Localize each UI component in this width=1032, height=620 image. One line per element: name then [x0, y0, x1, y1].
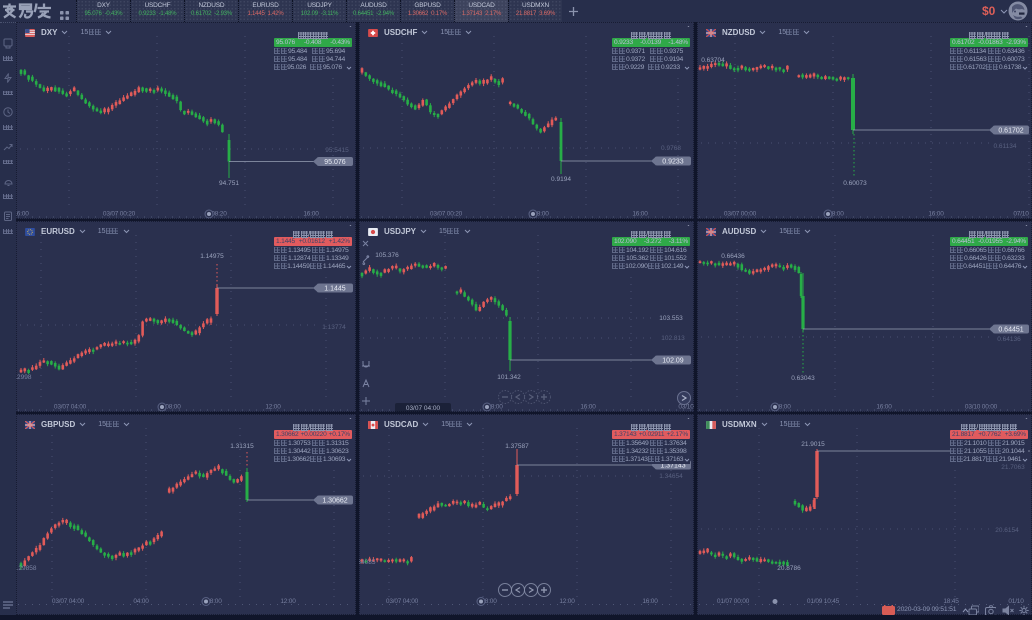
- svg-text:1.30662: 1.30662: [322, 498, 347, 505]
- svg-text:21.9015: 21.9015: [801, 441, 825, 448]
- svg-text:0.61702: 0.61702: [998, 128, 1023, 135]
- svg-text:0.64451: 0.64451: [998, 327, 1023, 334]
- svg-text:0.61134: 0.61134: [993, 143, 1016, 150]
- svg-text:21.7063: 21.7063: [1001, 464, 1025, 471]
- svg-text:16:00: 16:00: [876, 404, 892, 411]
- svg-text:95.076: 95.076: [324, 159, 346, 166]
- svg-text:20.6154: 20.6154: [995, 527, 1019, 534]
- svg-text:03/07 04:00: 03/07 04:00: [386, 598, 419, 605]
- svg-text:04:00: 04:00: [133, 598, 149, 605]
- svg-text:01/10: 01/10: [1008, 598, 1024, 605]
- svg-text:1.1445: 1.1445: [324, 286, 346, 293]
- svg-text:0.9768: 0.9768: [661, 145, 681, 152]
- svg-text:1.34085: 1.34085: [359, 559, 376, 566]
- svg-text:16:00: 16:00: [16, 211, 29, 218]
- svg-text:03/10: 03/10: [678, 404, 694, 411]
- svg-text:1.14975: 1.14975: [200, 253, 224, 260]
- svg-text:08:00: 08:00: [828, 211, 844, 218]
- svg-text:03/07 04:00: 03/07 04:00: [406, 405, 441, 412]
- svg-text:08:00: 08:00: [481, 598, 497, 605]
- svg-text:07/10: 07/10: [1013, 211, 1029, 218]
- svg-text:03/07 00:00: 03/07 00:00: [724, 211, 757, 218]
- svg-text:105.376: 105.376: [375, 252, 399, 259]
- svg-text:03/10 00:00: 03/10 00:00: [965, 404, 998, 411]
- svg-text:0.66436: 0.66436: [721, 253, 745, 260]
- svg-text:0.60073: 0.60073: [843, 180, 867, 187]
- svg-text:01/07 00:00: 01/07 00:00: [717, 598, 750, 605]
- svg-text:08:00: 08:00: [775, 404, 791, 411]
- svg-text:08:00: 08:00: [487, 404, 503, 411]
- svg-text:0.63704: 0.63704: [701, 57, 725, 64]
- svg-text:16:00: 16:00: [632, 211, 648, 218]
- svg-text:12:00: 12:00: [559, 598, 575, 605]
- svg-text:0.63043: 0.63043: [791, 375, 815, 382]
- svg-text:03/07 04:00: 03/07 04:00: [54, 404, 87, 411]
- svg-text:16:00: 16:00: [303, 211, 319, 218]
- svg-text:102.09: 102.09: [662, 358, 684, 365]
- svg-text:16:00: 16:00: [928, 211, 944, 218]
- svg-text:1.12998: 1.12998: [16, 374, 32, 381]
- svg-text:20.8786: 20.8786: [777, 565, 801, 572]
- svg-text:1.13774: 1.13774: [322, 324, 346, 331]
- svg-text:95.5415: 95.5415: [325, 147, 349, 154]
- svg-text:03/07 00:20: 03/07 00:20: [103, 211, 136, 218]
- svg-text:16:00: 16:00: [580, 404, 596, 411]
- svg-text:18:45: 18:45: [943, 598, 959, 605]
- svg-text:03/07 00:20: 03/07 00:20: [430, 211, 463, 218]
- svg-text:0.9233: 0.9233: [662, 159, 684, 166]
- svg-text:08:00: 08:00: [533, 211, 549, 218]
- svg-text:08:00: 08:00: [165, 404, 181, 411]
- svg-text:1.31315: 1.31315: [230, 443, 254, 450]
- svg-text:12:00: 12:00: [280, 598, 296, 605]
- svg-text:1.34654: 1.34654: [659, 473, 683, 480]
- svg-text:1.29858: 1.29858: [16, 565, 37, 572]
- svg-text:08:20: 08:20: [211, 211, 227, 218]
- svg-text:0.64136: 0.64136: [997, 336, 1021, 343]
- svg-text:01/09 10:45: 01/09 10:45: [807, 598, 840, 605]
- svg-text:12:00: 12:00: [265, 404, 281, 411]
- svg-text:03/07 04:00: 03/07 04:00: [52, 598, 85, 605]
- svg-text:101.342: 101.342: [497, 374, 521, 381]
- svg-text:08:00: 08:00: [206, 598, 222, 605]
- svg-text:1.37143: 1.37143: [660, 463, 685, 470]
- svg-text:16:00: 16:00: [642, 598, 658, 605]
- svg-text:1.37587: 1.37587: [505, 443, 529, 450]
- svg-text:103.553: 103.553: [659, 315, 683, 322]
- svg-text:94.751: 94.751: [219, 180, 239, 187]
- svg-text:0.9194: 0.9194: [551, 176, 571, 183]
- svg-text:102.813: 102.813: [661, 335, 685, 342]
